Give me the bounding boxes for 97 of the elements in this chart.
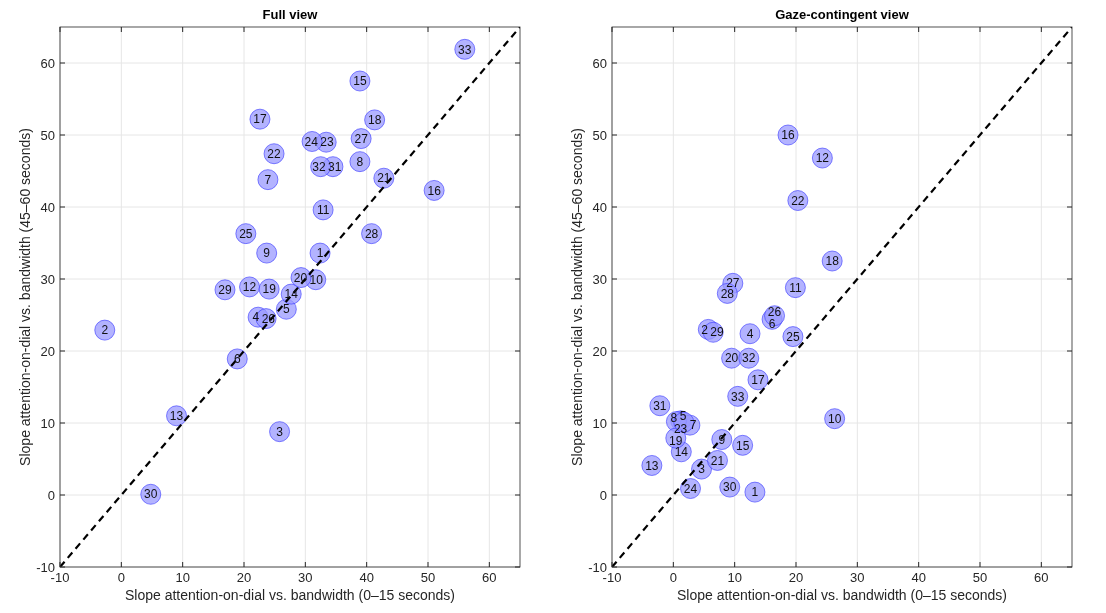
annotation: 5 — [282, 302, 290, 317]
annotation: 24 — [683, 481, 698, 496]
annotation: 25 — [239, 226, 253, 241]
annotation: 22 — [267, 146, 282, 161]
x-tick-label: 0 — [669, 570, 677, 585]
y-axis-title: Slope attention-on-dial vs. bandwidth (45–60 seconds) — [569, 128, 585, 466]
x-tick-label: 30 — [298, 570, 313, 585]
x-tick-label: 40 — [911, 570, 926, 585]
y-tick-label: 40 — [40, 199, 55, 215]
y-tick-label: 60 — [592, 55, 607, 71]
annotation: 6 — [233, 352, 241, 367]
annotation: 9 — [263, 246, 271, 261]
annotation: 15 — [735, 438, 750, 453]
annotation: 27 — [726, 275, 740, 290]
x-tick-label: 20 — [788, 570, 804, 585]
annotation: 21 — [377, 171, 391, 186]
x-axis-title: Slope attention-on-dial vs. bandwidth (0–15 seconds) — [125, 587, 455, 603]
annotation: 15 — [353, 74, 367, 89]
annotation: 17 — [751, 373, 765, 387]
annotation: 14 — [284, 287, 299, 302]
annotation: 6 — [768, 316, 776, 331]
annotation: 3 — [276, 424, 284, 439]
y-tick-label: 30 — [592, 271, 607, 287]
annotation: 20 — [293, 270, 308, 285]
annotation: 7 — [689, 418, 697, 433]
annotation: 1 — [751, 485, 759, 500]
annotation: 25 — [786, 329, 800, 344]
x-tick-label: 50 — [972, 570, 988, 585]
x-tick-label: 60 — [1034, 570, 1049, 585]
annotation: 12 — [815, 151, 830, 166]
annotation: 20 — [724, 351, 739, 366]
annotation: 18 — [367, 113, 382, 128]
annotation: 29 — [710, 325, 724, 340]
annotation: 31 — [653, 398, 667, 413]
annotation: 31 — [328, 159, 342, 174]
annotation: 10 — [309, 272, 324, 287]
annotation: 18 — [825, 254, 840, 269]
annotation: 4 — [252, 310, 260, 325]
annotation: 2 — [701, 322, 709, 337]
annotation: 16 — [427, 183, 442, 198]
x-tick-label: 30 — [850, 570, 865, 585]
annotation: 11 — [789, 280, 802, 295]
x-tick-label: 10 — [175, 570, 190, 585]
annotation: 26 — [767, 304, 782, 319]
annotation: 21 — [710, 453, 725, 468]
x-tick-label: 20 — [236, 570, 252, 585]
y-tick-label: 50 — [592, 127, 607, 143]
annotation: 14 — [674, 445, 689, 459]
annotation: 22 — [791, 193, 805, 208]
annotation: 12 — [242, 280, 257, 295]
annotation: 27 — [354, 131, 369, 146]
y-axis-title: Slope attention-on-dial vs. bandwidth (45–60 seconds) — [17, 128, 33, 466]
annotation: 7 — [264, 172, 272, 187]
annotation: 11 — [316, 203, 330, 218]
annotation: 8 — [670, 410, 678, 425]
y-tick-label: 0 — [599, 487, 607, 503]
annotation: 28 — [364, 226, 379, 241]
annotation: 30 — [144, 487, 158, 502]
annotation: 33 — [458, 42, 472, 57]
annotation: 2 — [101, 323, 109, 338]
annotation: 4 — [746, 326, 754, 341]
annotation: 17 — [253, 112, 267, 127]
annotation: 13 — [169, 409, 184, 423]
x-axis-title: Slope attention-on-dial vs. bandwidth (0–15 seconds) — [677, 587, 1007, 603]
x-tick-label: 0 — [117, 570, 125, 585]
annotation: 3 — [698, 462, 706, 477]
annotation: 30 — [723, 480, 737, 495]
annotation: 26 — [261, 311, 276, 326]
chart-title: Gaze-contingent view — [775, 7, 910, 22]
annotation: 32 — [312, 159, 326, 174]
x-tick-label: 50 — [420, 570, 436, 585]
annotation: 32 — [742, 351, 756, 366]
annotation: 33 — [731, 389, 745, 404]
y-tick-label: 30 — [40, 271, 55, 287]
y-tick-label: 50 — [40, 127, 55, 143]
annotation: 1 — [316, 246, 324, 261]
annotation: 24 — [304, 134, 319, 149]
annotation: 29 — [218, 283, 232, 297]
y-tick-label: 10 — [40, 415, 55, 431]
x-tick-label: 10 — [727, 570, 742, 585]
y-tick-label: 20 — [592, 343, 607, 359]
y-tick-label: 10 — [592, 415, 607, 431]
annotation: 5 — [679, 408, 687, 423]
x-tick-label: 40 — [359, 570, 374, 585]
annotation: 10 — [827, 411, 842, 426]
annotation: 8 — [356, 154, 364, 169]
y-tick-label: 0 — [47, 487, 55, 503]
annotation: 28 — [720, 287, 735, 302]
annotation: 13 — [645, 458, 659, 473]
x-tick-label: 60 — [482, 570, 497, 585]
chart-title: Full view — [262, 7, 319, 22]
annotation: 16 — [781, 128, 796, 143]
annotation: 19 — [262, 282, 277, 297]
y-tick-label: 60 — [40, 55, 55, 71]
y-tick-label: 40 — [592, 199, 607, 215]
y-tick-label: 20 — [40, 343, 55, 359]
annotation: 23 — [320, 135, 335, 150]
